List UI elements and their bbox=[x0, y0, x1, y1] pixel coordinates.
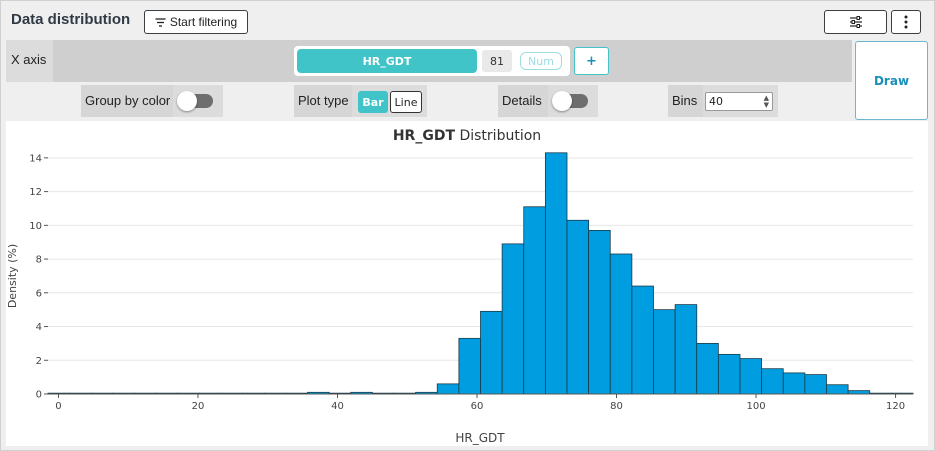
start-filtering-button[interactable]: Start filtering bbox=[144, 10, 248, 34]
histogram-bar bbox=[674, 304, 698, 395]
group-by-color-label: Group by color bbox=[81, 85, 173, 117]
details-toggle[interactable] bbox=[552, 91, 588, 111]
histogram-bar bbox=[566, 219, 590, 395]
histogram-bar bbox=[436, 383, 460, 395]
y-axis-title: Density (%) bbox=[6, 244, 19, 308]
start-filtering-label: Start filtering bbox=[169, 15, 238, 29]
y-tick-label: 10 bbox=[29, 221, 42, 232]
histogram-bar bbox=[631, 285, 654, 395]
x-variable-pill[interactable]: HR_GDT bbox=[297, 49, 477, 73]
histogram-bar bbox=[739, 358, 763, 395]
x-tick-label: 120 bbox=[886, 401, 905, 412]
x-variable-selector: HR_GDT 81 Num bbox=[294, 46, 570, 76]
x-tick-label: 100 bbox=[746, 401, 765, 412]
plot-type-bar-button[interactable]: Bar bbox=[358, 91, 388, 113]
group-by-color-toggle[interactable] bbox=[177, 91, 213, 111]
sliders-icon bbox=[849, 16, 862, 28]
x-axis-row: X axis HR_GDT 81 Num + bbox=[6, 40, 852, 82]
toggle-knob bbox=[177, 91, 197, 111]
filter-icon bbox=[155, 17, 166, 27]
chart-area: 0 2 4 6 8 10 12 14 0 20 40 60 80 100 120 HR_GDT Distri… bbox=[6, 121, 928, 446]
details-label: Details bbox=[498, 85, 548, 117]
histogram-bar bbox=[480, 310, 503, 395]
histogram-chart: 0 2 4 6 8 10 12 14 0 20 40 60 80 100 120 HR_GDT Distri… bbox=[6, 128, 914, 445]
histogram-bar bbox=[501, 243, 525, 395]
histogram-bar bbox=[458, 337, 481, 395]
plot-type-selector: Bar Line bbox=[352, 85, 427, 117]
histogram-bar bbox=[696, 342, 719, 395]
histogram-bar bbox=[847, 390, 871, 395]
y-tick-label: 8 bbox=[36, 255, 42, 266]
bins-input[interactable]: 40 ▲ ▼ bbox=[705, 92, 773, 111]
y-tick-label: 0 bbox=[36, 390, 42, 401]
histogram-bar bbox=[826, 384, 849, 395]
histogram-bar bbox=[588, 229, 611, 395]
histogram-bar bbox=[761, 368, 784, 395]
x-tick-label: 60 bbox=[471, 401, 484, 412]
histogram-bar bbox=[544, 152, 568, 395]
y-tick-label: 14 bbox=[29, 153, 42, 164]
settings-button[interactable] bbox=[824, 10, 887, 34]
histogram-bar bbox=[609, 253, 633, 395]
toggle-knob bbox=[552, 91, 572, 111]
more-options-button[interactable] bbox=[891, 10, 921, 34]
histogram-bar bbox=[804, 374, 827, 395]
x-axis-title: HR_GDT bbox=[455, 431, 505, 445]
y-tick-label: 4 bbox=[36, 322, 42, 333]
x-tick-label: 0 bbox=[55, 401, 61, 412]
x-tick-label: 20 bbox=[192, 401, 205, 412]
draw-button[interactable]: Draw bbox=[855, 41, 928, 120]
group-by-color-slot bbox=[173, 85, 223, 117]
vertical-ellipsis-icon bbox=[904, 15, 908, 29]
bins-label: Bins bbox=[668, 85, 703, 117]
plot-type-line-button[interactable]: Line bbox=[390, 91, 422, 113]
y-tick-label: 2 bbox=[36, 356, 42, 367]
panel-title: Data distribution bbox=[11, 11, 131, 28]
x-tick-label: 80 bbox=[610, 401, 623, 412]
bins-value: 40 bbox=[709, 95, 723, 108]
options-row: Group by color Plot type Bar Line Detail… bbox=[6, 82, 852, 120]
histogram-bar bbox=[653, 309, 676, 395]
y-tick-label: 12 bbox=[29, 187, 42, 198]
add-variable-button[interactable]: + bbox=[574, 47, 609, 75]
x-axis-label: X axis bbox=[6, 40, 53, 82]
histogram-bar bbox=[717, 353, 741, 395]
bins-slot: 40 ▲ ▼ bbox=[703, 85, 778, 117]
y-tick-label: 6 bbox=[36, 288, 42, 299]
x-tick-label: 40 bbox=[331, 401, 344, 412]
histogram-bar bbox=[782, 372, 806, 395]
chart-title: HR_GDT Distribution bbox=[393, 128, 541, 144]
details-slot bbox=[548, 85, 598, 117]
variable-count-badge: 81 bbox=[482, 50, 512, 72]
bins-spinner-icon[interactable]: ▲ ▼ bbox=[763, 94, 769, 109]
plot-type-label: Plot type bbox=[294, 85, 352, 117]
variable-type-badge: Num bbox=[520, 52, 562, 70]
histogram-bar bbox=[523, 206, 546, 395]
